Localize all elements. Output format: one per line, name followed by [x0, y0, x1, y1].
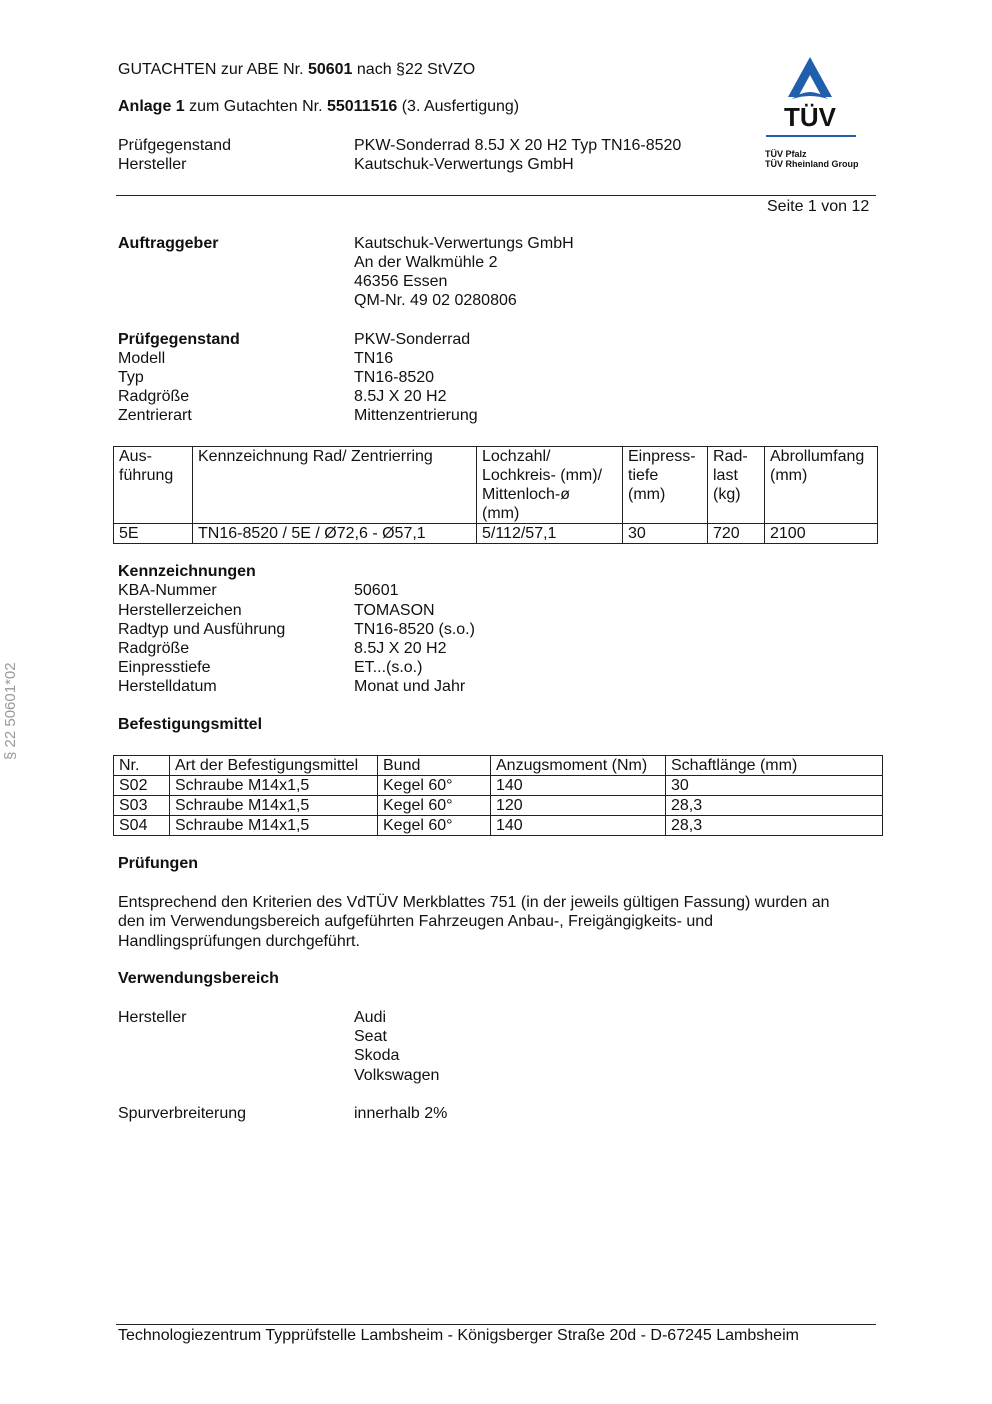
- kenn-label: Radgröße: [118, 640, 190, 657]
- table-header-row: Aus- führung Kennzeichnung Rad/ Zentrier…: [113, 446, 878, 524]
- table-row: S02 Schraube M14x1,5 Kegel 60° 140 30: [113, 775, 883, 796]
- table-cell: 120: [490, 795, 666, 816]
- table-row: 5E TN16-8520 / 5E / Ø72,6 - Ø57,1 5/112/…: [113, 523, 878, 544]
- table-header: Anzugsmoment (Nm): [490, 755, 666, 776]
- verwendung-title: Verwendungsbereich: [118, 970, 279, 987]
- auftraggeber-line: Kautschuk-Verwertungs GmbH: [354, 235, 574, 252]
- verwendung-herst-label: Hersteller: [118, 1009, 187, 1026]
- table-header: Aus- führung: [113, 446, 193, 524]
- table-header-row: Nr. Art der Befestigungsmittel Bund Anzu…: [113, 755, 883, 776]
- header-herst-value: Kautschuk-Verwertungs GmbH: [354, 156, 574, 173]
- table-cell: S02: [113, 775, 170, 796]
- pruef-value: TN16-8520: [354, 369, 435, 386]
- table-header: Bund: [377, 755, 491, 776]
- auftraggeber-label: Auftraggeber: [118, 235, 219, 252]
- spur-label: Spurverbreiterung: [118, 1105, 247, 1122]
- logo-sub1: TÜV Pfalz: [765, 149, 807, 159]
- auftraggeber-line: An der Walkmühle 2: [354, 254, 498, 271]
- table-cell: 5E: [113, 523, 193, 544]
- pruef-label: Modell: [118, 350, 166, 367]
- auftraggeber-line: 46356 Essen: [354, 273, 448, 290]
- header-pruef-value: PKW-Sonderrad 8.5J X 20 H2 Typ TN16-8520: [354, 137, 682, 154]
- pruef-label: Typ: [118, 369, 144, 386]
- wheel-table: Aus- führung Kennzeichnung Rad/ Zentrier…: [113, 446, 878, 544]
- side-marginal-text: § 22 50601*02: [2, 662, 19, 760]
- table-cell: Kegel 60°: [377, 775, 491, 796]
- kenn-value: Monat und Jahr: [354, 678, 466, 695]
- kenn-label: Herstelldatum: [118, 678, 217, 695]
- spur-value: innerhalb 2%: [354, 1105, 448, 1122]
- table-cell: 5/112/57,1: [476, 523, 623, 544]
- pruef-label: Radgröße: [118, 388, 190, 405]
- table-row: S04 Schraube M14x1,5 Kegel 60° 140 28,3: [113, 815, 883, 836]
- table-cell: Schraube M14x1,5: [169, 815, 378, 836]
- pruefungen-text: Handlingsprüfungen durchgeführt.: [118, 933, 360, 950]
- footer-rule: [116, 1324, 876, 1325]
- kennzeichnungen-title: Kennzeichnungen: [118, 563, 256, 580]
- table-header: Rad- last (kg): [707, 446, 765, 524]
- kenn-value: TOMASON: [354, 602, 435, 619]
- pruefungen-text: den im Verwendungsbereich aufgeführten F…: [118, 913, 714, 930]
- table-cell: 140: [490, 775, 666, 796]
- table-cell: Kegel 60°: [377, 795, 491, 816]
- kenn-label: KBA-Nummer: [118, 582, 217, 599]
- pruef-label: Prüfgegenstand: [118, 331, 240, 348]
- manufacturer-item: Skoda: [354, 1047, 400, 1064]
- auftraggeber-line: QM-Nr. 49 02 0280806: [354, 292, 517, 309]
- table-header: Einpress- tiefe (mm): [622, 446, 708, 524]
- table-cell: 30: [665, 775, 883, 796]
- table-cell: Kegel 60°: [377, 815, 491, 836]
- kenn-value: 8.5J X 20 H2: [354, 640, 447, 657]
- table-cell: 28,3: [665, 795, 883, 816]
- table-cell: 2100: [764, 523, 878, 544]
- table-cell: Schraube M14x1,5: [169, 775, 378, 796]
- pruef-value: TN16: [354, 350, 394, 367]
- pruefungen-title: Prüfungen: [118, 855, 198, 872]
- fastener-table: Nr. Art der Befestigungsmittel Bund Anzu…: [113, 755, 883, 836]
- table-header: Schaftlänge (mm): [665, 755, 883, 776]
- tuv-logo: TÜV TÜV Pfalz TÜV Rheinland Group: [762, 55, 859, 173]
- table-row: S03 Schraube M14x1,5 Kegel 60° 120 28,3: [113, 795, 883, 816]
- pruefungen-text: Entsprechend den Kriterien des VdTÜV Mer…: [118, 894, 830, 911]
- table-cell: Schraube M14x1,5: [169, 795, 378, 816]
- table-cell: 720: [707, 523, 765, 544]
- logo-text: TÜV: [784, 102, 836, 132]
- table-header: Kennzeichnung Rad/ Zentrierring: [192, 446, 477, 524]
- table-cell: 28,3: [665, 815, 883, 836]
- header-rule: [116, 195, 876, 196]
- befestigung-title: Befestigungsmittel: [118, 716, 263, 733]
- table-cell: 140: [490, 815, 666, 836]
- manufacturer-item: Seat: [354, 1028, 387, 1045]
- table-header: Abrollumfang (mm): [764, 446, 878, 524]
- pruef-value: 8.5J X 20 H2: [354, 388, 447, 405]
- header-line2: Anlage 1 zum Gutachten Nr. 55011516 (3. …: [118, 98, 520, 115]
- pruef-label: Zentrierart: [118, 407, 192, 424]
- kenn-label: Radtyp und Ausführung: [118, 621, 286, 638]
- tuv-triangle-icon: [788, 57, 832, 99]
- page-number: Seite 1 von 12: [767, 198, 870, 215]
- header-herst-label: Hersteller: [118, 156, 187, 173]
- table-header: Lochzahl/ Lochkreis- (mm)/ Mittenloch-ø …: [476, 446, 623, 524]
- table-cell: TN16-8520 / 5E / Ø72,6 - Ø57,1: [192, 523, 477, 544]
- kenn-value: 50601: [354, 582, 399, 599]
- table-cell: S04: [113, 815, 170, 836]
- pruef-value: PKW-Sonderrad: [354, 331, 471, 348]
- header-pruef-label: Prüfgegenstand: [118, 137, 231, 154]
- kenn-value: TN16-8520 (s.o.): [354, 621, 475, 638]
- logo-rule: [766, 135, 856, 137]
- kenn-label: Herstellerzeichen: [118, 602, 242, 619]
- table-cell: S03: [113, 795, 170, 816]
- footer-text: Technologiezentrum Typprüfstelle Lambshe…: [118, 1327, 799, 1344]
- table-header: Art der Befestigungsmittel: [169, 755, 378, 776]
- kenn-label: Einpresstiefe: [118, 659, 211, 676]
- pruef-value: Mittenzentrierung: [354, 407, 478, 424]
- table-cell: 30: [622, 523, 708, 544]
- table-header: Nr.: [113, 755, 170, 776]
- logo-sub2: TÜV Rheinland Group: [765, 159, 859, 169]
- manufacturer-item: Audi: [354, 1009, 387, 1026]
- header-line1: GUTACHTEN zur ABE Nr. 50601 nach §22 StV…: [118, 61, 476, 78]
- kenn-value: ET...(s.o.): [354, 659, 423, 676]
- manufacturer-item: Volkswagen: [354, 1067, 440, 1084]
